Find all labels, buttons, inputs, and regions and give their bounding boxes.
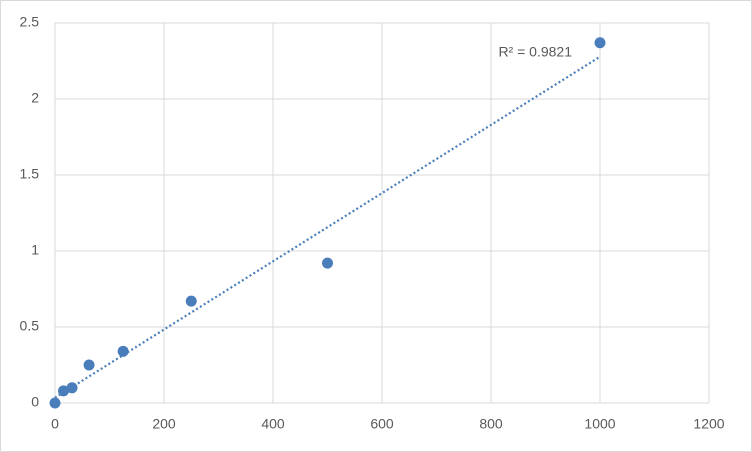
trendline (54, 55, 601, 399)
x-tick-label: 0 (51, 416, 59, 432)
x-tick-label: 1200 (693, 416, 724, 432)
point (58, 385, 70, 397)
y-tick-label: 2 (31, 90, 39, 106)
point (185, 295, 197, 307)
x-tick-label: 400 (261, 416, 285, 432)
y-tick-label: 0 (31, 394, 39, 410)
y-tick-label: 1.5 (20, 166, 40, 182)
point (117, 345, 129, 357)
y-tick-label: 0.5 (20, 318, 40, 334)
x-tick-label: 1000 (584, 416, 615, 432)
point (49, 397, 61, 409)
annotation: R² = 0.9821 (498, 43, 572, 59)
x-tick-label: 600 (370, 416, 394, 432)
point (594, 37, 606, 49)
y-tick-label: 1 (31, 242, 39, 258)
point (66, 382, 78, 394)
x-tick-label: 200 (152, 416, 176, 432)
point (322, 257, 333, 269)
point (83, 359, 95, 371)
x-tick-label: 800 (479, 416, 503, 432)
y-tick-label: 2.5 (20, 14, 40, 30)
